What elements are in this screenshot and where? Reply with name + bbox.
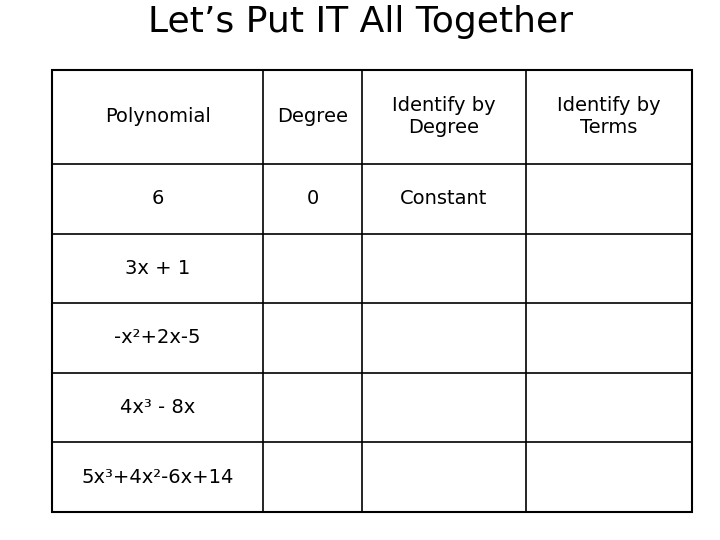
- Text: -x²+2x-5: -x²+2x-5: [114, 328, 201, 347]
- Text: 6: 6: [151, 190, 163, 208]
- Text: Degree: Degree: [277, 107, 348, 126]
- Text: Constant: Constant: [400, 190, 487, 208]
- Text: 4x³ - 8x: 4x³ - 8x: [120, 398, 195, 417]
- Text: 3x + 1: 3x + 1: [125, 259, 190, 278]
- Text: 5x³+4x²-6x+14: 5x³+4x²-6x+14: [81, 468, 234, 487]
- Text: Identify by
Terms: Identify by Terms: [557, 97, 661, 138]
- Text: Polynomial: Polynomial: [104, 107, 210, 126]
- Text: Let’s Put IT All Together: Let’s Put IT All Together: [148, 5, 572, 39]
- Text: 0: 0: [307, 190, 319, 208]
- Bar: [52, 70, 692, 512]
- Text: Identify by
Degree: Identify by Degree: [392, 97, 496, 138]
